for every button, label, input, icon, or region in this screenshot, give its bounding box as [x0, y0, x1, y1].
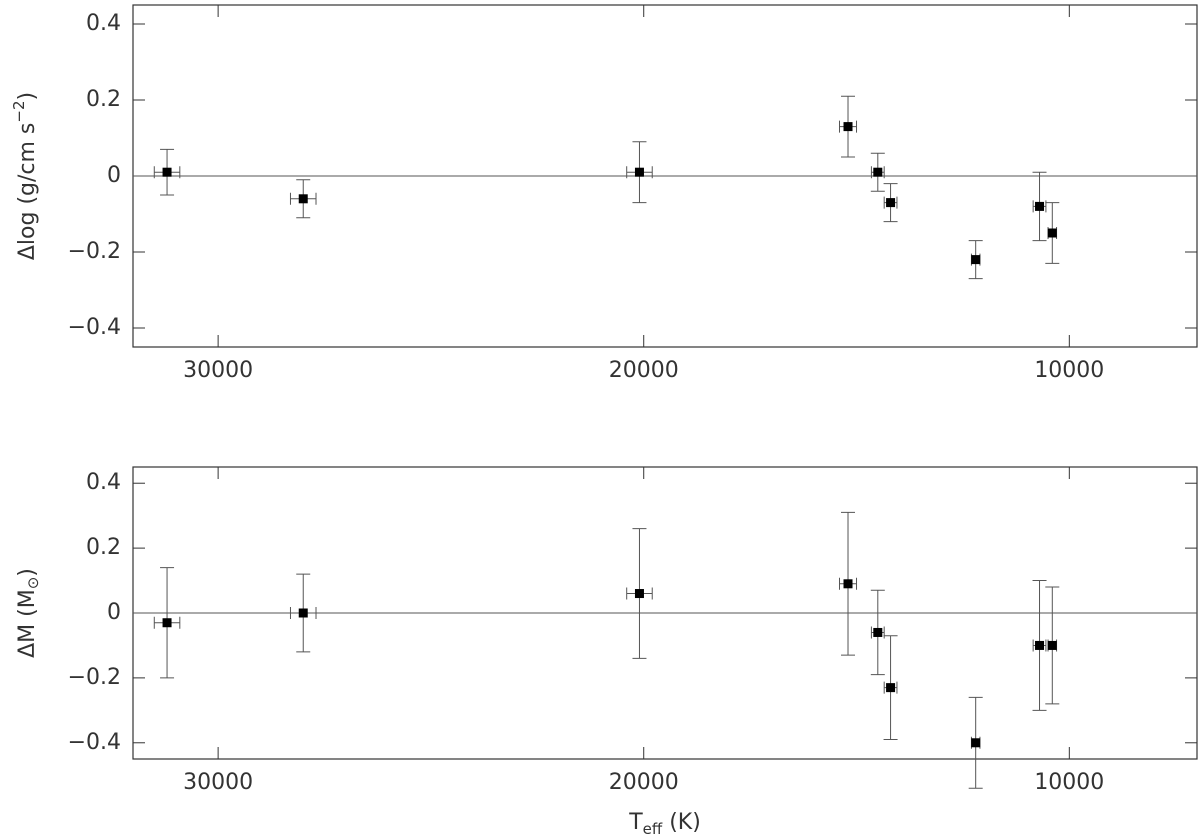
- y-tick-label: 0.4: [86, 11, 121, 36]
- data-point: [298, 194, 308, 204]
- y-axis-label-part: ): [15, 568, 40, 577]
- y-tick-label: 0: [107, 600, 121, 625]
- y-axis-label-part: Δlog (g/cm s: [15, 123, 40, 261]
- data-point: [1035, 640, 1045, 650]
- x-tick-label: 20000: [609, 358, 679, 383]
- y-tick-label: 0: [107, 163, 121, 188]
- y-tick-label: −0.4: [68, 315, 121, 340]
- data-point: [634, 167, 644, 177]
- x-tick-label: 30000: [183, 358, 253, 383]
- data-point: [971, 738, 981, 748]
- data-point: [873, 167, 883, 177]
- y-tick-label: −0.4: [68, 730, 121, 755]
- panel: −0.4 −0.2 0 0.2 0.4 30000 20000 10000 ΔM (M⊙) Tef…: [15, 466, 1198, 838]
- data-point: [886, 198, 896, 208]
- x-axis-label-part: T: [628, 810, 643, 835]
- x-tick-label: 10000: [1034, 358, 1104, 383]
- x-tick-label: 20000: [609, 770, 679, 795]
- data-point: [1035, 201, 1045, 211]
- data-point: [843, 122, 853, 132]
- data-point: [162, 167, 172, 177]
- y-tick-label: −0.2: [68, 239, 121, 264]
- data-point: [1047, 640, 1057, 650]
- data-point: [162, 618, 172, 628]
- y-axis-label-part: −2: [10, 100, 28, 122]
- data-point: [873, 627, 883, 637]
- data-point: [634, 589, 644, 599]
- y-tick-label: 0.2: [86, 87, 121, 112]
- y-axis-label: Δlog (g/cm s−2): [10, 92, 41, 260]
- y-axis-label: ΔM (M⊙): [15, 568, 42, 658]
- y-axis-label-part: ΔM (M: [15, 589, 40, 658]
- x-axis-label-part: eff: [643, 820, 663, 838]
- data-point: [886, 683, 896, 693]
- data-point: [971, 255, 981, 265]
- y-axis-label-part: ): [15, 92, 40, 101]
- y-tick-label: 0.4: [86, 470, 121, 495]
- y-tick-label: 0.2: [86, 535, 121, 560]
- data-point: [298, 608, 308, 618]
- x-tick-label: 30000: [183, 770, 253, 795]
- panel: −0.4 −0.2 0 0.2 0.4 30000 20000 10000 Δlog (g/cm…: [10, 4, 1198, 383]
- x-axis-label: Teff (K): [628, 810, 701, 838]
- x-axis-label-part: (K): [662, 810, 701, 835]
- y-tick-label: −0.2: [68, 665, 121, 690]
- y-axis-label-part: ⊙: [24, 577, 42, 590]
- data-point: [1047, 228, 1057, 238]
- x-tick-label: 10000: [1034, 770, 1104, 795]
- data-point: [843, 579, 853, 589]
